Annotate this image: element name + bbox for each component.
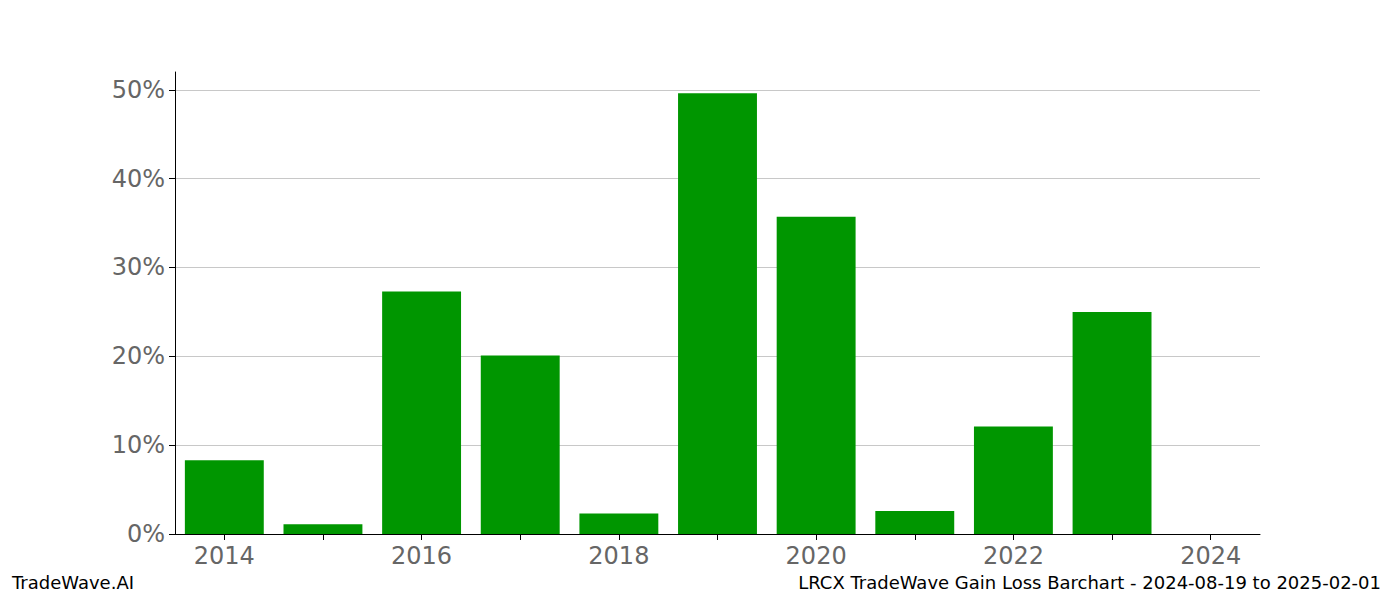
svg-text:50%: 50% bbox=[112, 76, 165, 104]
svg-text:10%: 10% bbox=[112, 431, 165, 459]
svg-text:0%: 0% bbox=[127, 520, 165, 548]
svg-text:LRCX TradeWave Gain Loss Barch: LRCX TradeWave Gain Loss Barchart - 2024… bbox=[798, 572, 1381, 593]
svg-text:20%: 20% bbox=[112, 342, 165, 370]
svg-text:2014: 2014 bbox=[194, 542, 255, 570]
svg-text:40%: 40% bbox=[112, 165, 165, 193]
svg-text:2024: 2024 bbox=[1180, 542, 1241, 570]
svg-text:2018: 2018 bbox=[588, 542, 649, 570]
svg-text:TradeWave.AI: TradeWave.AI bbox=[11, 572, 134, 593]
svg-text:2020: 2020 bbox=[786, 542, 847, 570]
svg-text:2016: 2016 bbox=[391, 542, 452, 570]
svg-text:30%: 30% bbox=[112, 253, 165, 281]
svg-text:2022: 2022 bbox=[983, 542, 1044, 570]
